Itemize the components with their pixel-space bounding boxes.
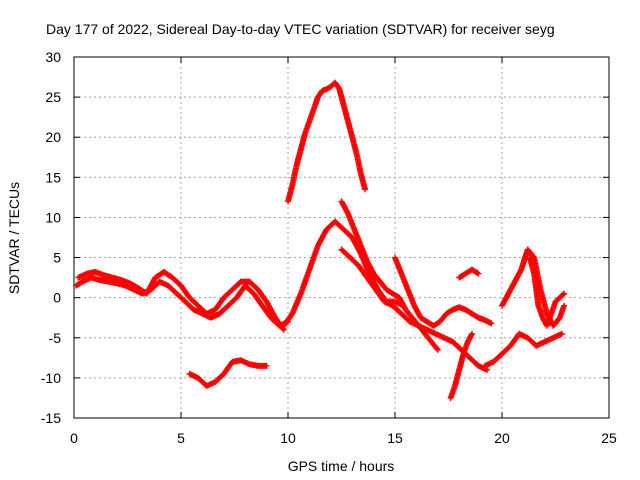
- series-markers: [481, 330, 565, 369]
- series-markers: [456, 266, 482, 281]
- series-markers: [338, 246, 491, 373]
- series-arc-7: [392, 254, 495, 329]
- series-markers: [186, 357, 270, 389]
- series-markers: [280, 218, 407, 329]
- series-markers: [447, 330, 476, 401]
- y-tick-label: 5: [53, 250, 61, 266]
- series-arc-2: [75, 269, 287, 333]
- series-arc-6: [338, 246, 491, 373]
- x-tick-label: 20: [494, 430, 510, 446]
- y-axis-label: SDTVAR / TECUs: [6, 182, 22, 294]
- series-arc-1: [73, 274, 291, 329]
- series-markers: [73, 274, 291, 329]
- y-tick-label: 30: [45, 49, 61, 65]
- series-arc-12: [526, 254, 568, 329]
- axis-ticks: 0 5 10 15 20 25 -15 -10 -5 0 5 10 15 20 25 30: [41, 49, 617, 446]
- y-tick-label: 25: [45, 89, 61, 105]
- x-tick-label: 15: [387, 430, 403, 446]
- grid: [74, 57, 609, 418]
- y-tick-label: 20: [45, 129, 61, 145]
- x-axis-label: GPS time / hours: [288, 458, 395, 474]
- series-arc-9: [456, 266, 482, 281]
- data-points: [73, 79, 568, 401]
- series-arc-10: [481, 330, 565, 369]
- series-arc-11: [499, 246, 568, 329]
- y-tick-label: -10: [41, 370, 61, 386]
- chart-title: Day 177 of 2022, Sidereal Day-to-day VTE…: [46, 21, 555, 37]
- x-tick-label: 5: [177, 430, 185, 446]
- series-markers: [526, 254, 568, 329]
- series-markers: [499, 246, 568, 329]
- y-tick-label: 10: [45, 209, 61, 225]
- series-arc-13: [186, 357, 270, 389]
- y-tick-label: 0: [53, 290, 61, 306]
- series-markers: [392, 254, 495, 329]
- series-arc-8: [447, 330, 476, 401]
- series-markers: [338, 198, 441, 353]
- y-tick-label: 15: [45, 169, 61, 185]
- x-tick-label: 25: [601, 430, 617, 446]
- series-markers: [285, 79, 369, 205]
- series-arc-4: [285, 79, 369, 205]
- series-arc-3: [280, 218, 407, 329]
- series-markers: [75, 269, 287, 333]
- plot-frame: [73, 56, 610, 419]
- y-tick-label: -15: [41, 410, 61, 426]
- y-tick-label: -5: [49, 330, 62, 346]
- x-tick-label: 10: [280, 430, 296, 446]
- x-tick-label: 0: [70, 430, 78, 446]
